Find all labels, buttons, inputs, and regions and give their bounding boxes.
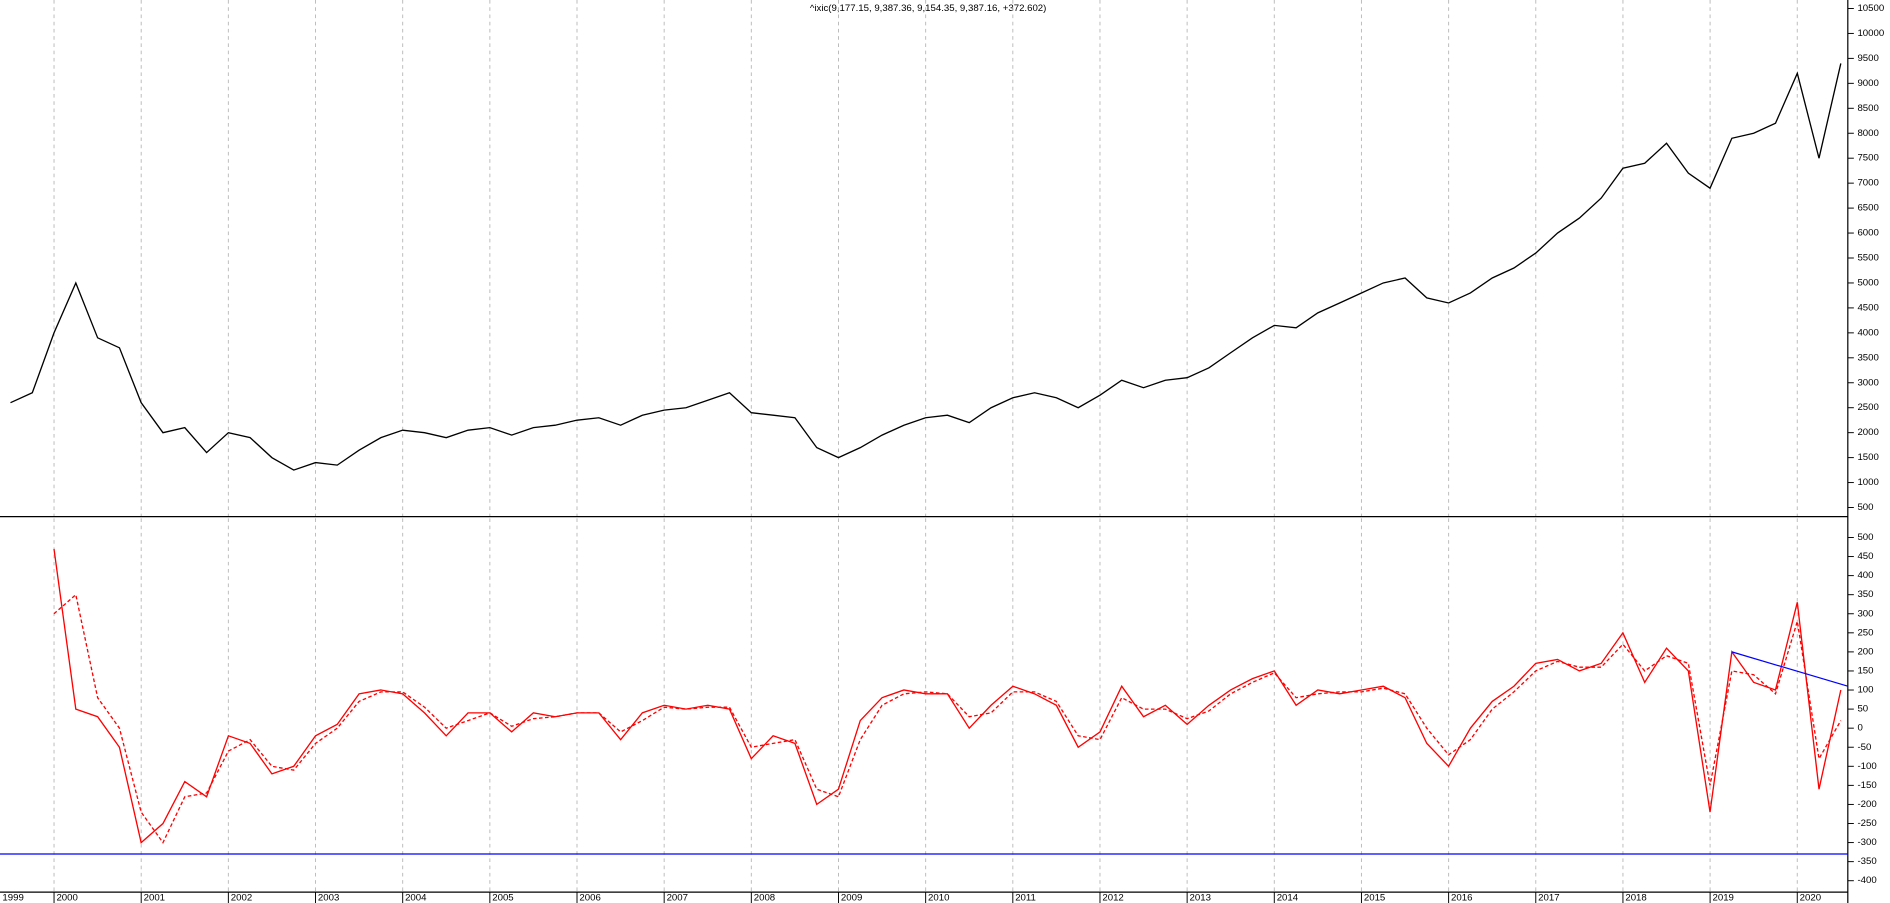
y-tick-label: -400 xyxy=(1857,875,1876,886)
trend-line xyxy=(1731,651,1848,687)
y-tick-label: 4000 xyxy=(1857,327,1878,338)
x-tick-label: 2005 xyxy=(492,893,513,903)
y-tick-label: 300 xyxy=(1857,608,1873,619)
y-tick-label: 10500 xyxy=(1857,3,1884,14)
y-tick-label: -300 xyxy=(1857,837,1876,848)
y-tick-label: 4500 xyxy=(1857,302,1878,313)
y-tick-label: 500 xyxy=(1857,502,1873,513)
y-tick-label: 500 xyxy=(1857,532,1873,543)
y-tick-label: 3500 xyxy=(1857,352,1878,363)
y-tick-label: -50 xyxy=(1857,742,1871,753)
y-tick-label: 350 xyxy=(1857,589,1873,600)
x-tick-label: 2012 xyxy=(1102,893,1123,903)
y-tick-label: 9000 xyxy=(1857,78,1878,89)
x-tick-label: 1999 xyxy=(2,893,23,903)
y-tick-label: 3000 xyxy=(1857,377,1878,388)
y-tick-label: -150 xyxy=(1857,780,1876,791)
x-tick-label: 2006 xyxy=(579,893,600,903)
x-tick-label: 2002 xyxy=(231,893,252,903)
y-tick-label: -200 xyxy=(1857,799,1876,810)
x-tick-label: 2014 xyxy=(1277,893,1299,903)
y-tick-label: 100 xyxy=(1857,685,1873,696)
x-tick-label: 2018 xyxy=(1625,893,1646,903)
y-tick-label: 200 xyxy=(1857,646,1873,657)
x-tick-label: 2016 xyxy=(1451,893,1472,903)
x-tick-label: 2003 xyxy=(318,893,339,903)
x-tick-label: 2013 xyxy=(1190,893,1211,903)
x-tick-label: 2019 xyxy=(1713,893,1734,903)
x-tick-label: 2020 xyxy=(1800,893,1821,903)
y-tick-label: 6000 xyxy=(1857,228,1878,239)
y-tick-label: 8000 xyxy=(1857,128,1878,139)
y-tick-label: 250 xyxy=(1857,627,1873,638)
y-tick-label: 400 xyxy=(1857,570,1873,581)
y-tick-label: 10000 xyxy=(1857,28,1884,39)
x-tick-label: 2000 xyxy=(56,893,77,903)
y-tick-label: 0 xyxy=(1857,723,1862,734)
y-tick-label: 6500 xyxy=(1857,203,1878,214)
x-tick-label: 2004 xyxy=(405,893,427,903)
y-tick-label: 5000 xyxy=(1857,277,1878,288)
x-tick-label: 2009 xyxy=(841,893,862,903)
y-tick-label: 8500 xyxy=(1857,103,1878,114)
y-tick-label: 450 xyxy=(1857,551,1873,562)
x-tick-label: 2010 xyxy=(928,893,949,903)
y-tick-label: 2000 xyxy=(1857,427,1878,438)
series-line xyxy=(10,63,1842,471)
y-tick-label: -350 xyxy=(1857,856,1876,867)
y-tick-label: 1500 xyxy=(1857,452,1878,463)
y-tick-label: 50 xyxy=(1857,704,1868,715)
x-tick-label: 2011 xyxy=(1015,893,1036,903)
x-tick-label: 2001 xyxy=(144,893,165,903)
y-tick-label: 9500 xyxy=(1857,53,1878,64)
series-line xyxy=(53,548,1842,844)
y-tick-label: 7500 xyxy=(1857,153,1878,164)
y-tick-label: -250 xyxy=(1857,818,1876,829)
y-tick-label: 5500 xyxy=(1857,253,1878,264)
x-tick-label: 2017 xyxy=(1538,893,1559,903)
x-tick-label: 2008 xyxy=(754,893,775,903)
y-tick-label: 1000 xyxy=(1857,477,1878,488)
y-tick-label: 7000 xyxy=(1857,178,1878,189)
y-tick-label: 150 xyxy=(1857,666,1873,677)
series-line xyxy=(53,593,1842,844)
y-tick-label: -100 xyxy=(1857,761,1876,772)
chart-title: ^ixic(9,177.15, 9,387.36, 9,154.35, 9,38… xyxy=(810,3,1046,14)
x-tick-label: 2015 xyxy=(1364,893,1385,903)
y-tick-label: 2500 xyxy=(1857,402,1878,413)
x-tick-label: 2007 xyxy=(667,893,688,903)
